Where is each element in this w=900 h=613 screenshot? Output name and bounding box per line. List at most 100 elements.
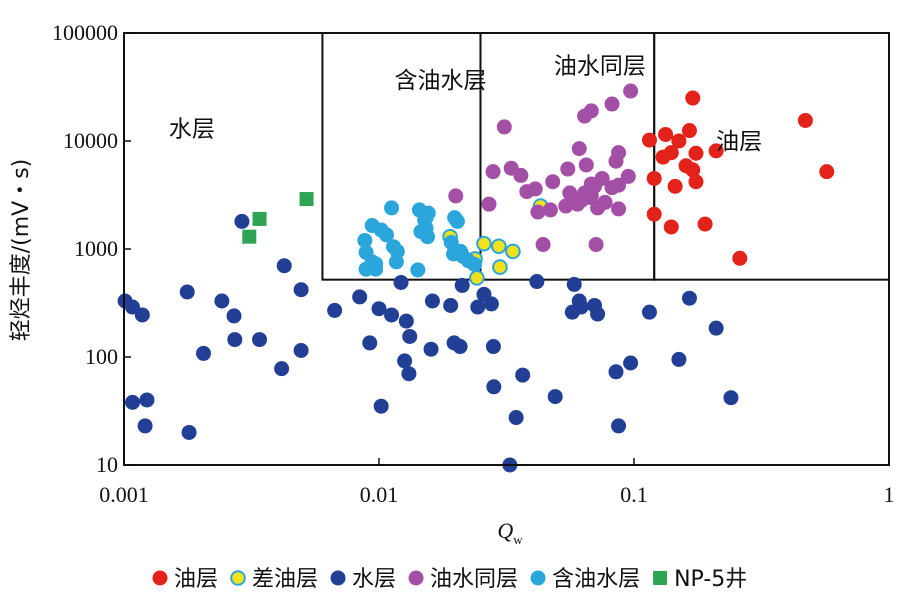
data-point [134, 307, 150, 323]
data-point [681, 123, 697, 139]
legend-marker [653, 571, 668, 585]
data-point [362, 335, 378, 351]
region-label: 油水同层 [554, 54, 646, 80]
data-point [566, 276, 582, 292]
y-tick-label: 10 [96, 452, 118, 477]
data-point [623, 83, 639, 99]
series-1 [641, 90, 835, 266]
data-point [242, 229, 257, 244]
data-point [486, 379, 502, 395]
data-point [797, 112, 813, 128]
data-point [641, 304, 657, 320]
data-point [620, 168, 636, 184]
data-point [483, 296, 499, 312]
data-point [496, 119, 512, 135]
data-point [481, 196, 497, 212]
data-point [378, 227, 394, 243]
data-point [371, 301, 387, 317]
x-tick-label: 0.001 [99, 482, 149, 507]
data-point [368, 261, 384, 277]
y-axis: 10 100 1000 10000 100000 [52, 20, 131, 477]
data-point [443, 234, 459, 250]
data-point [515, 367, 531, 383]
data-point [274, 361, 290, 377]
data-point [423, 341, 439, 357]
data-points [117, 83, 835, 473]
data-point [491, 238, 507, 255]
data-point [139, 392, 155, 408]
data-point [623, 355, 639, 371]
data-point [195, 345, 211, 361]
data-point [681, 290, 697, 306]
data-point [547, 389, 563, 405]
x-axis: 0.001 0.01 0.1 1 [99, 458, 895, 507]
data-point [454, 277, 470, 293]
data-point [214, 293, 230, 309]
data-point [352, 289, 368, 305]
data-point [513, 167, 529, 183]
data-point [276, 258, 292, 274]
data-point [688, 145, 704, 161]
data-point [708, 143, 724, 159]
data-point [492, 259, 508, 275]
data-point [697, 216, 713, 232]
data-point [527, 181, 543, 197]
data-point [402, 328, 418, 344]
data-point [529, 274, 545, 290]
data-point [357, 232, 373, 248]
data-point [545, 174, 561, 190]
data-point [299, 192, 314, 207]
data-point [708, 320, 724, 336]
region-label: 油层 [716, 129, 762, 155]
data-point [373, 398, 389, 414]
data-point [685, 162, 701, 178]
data-point [732, 250, 748, 266]
data-point [535, 237, 551, 253]
region-label: 水层 [169, 117, 215, 143]
y-tick-label: 100 [85, 344, 118, 369]
y-tick-label: 10000 [63, 128, 118, 153]
x-tick-label: 1 [884, 482, 895, 507]
y-tick-label: 1000 [74, 236, 118, 261]
data-point [663, 219, 679, 235]
data-point [401, 366, 417, 382]
legend-label: 差油层 [252, 567, 318, 592]
y-tick-label: 100000 [52, 20, 118, 45]
series-3 [117, 213, 739, 473]
data-point [542, 202, 558, 218]
data-point [590, 200, 606, 216]
legend-label: 油水同层 [430, 567, 518, 592]
data-point [667, 178, 683, 194]
data-point [397, 353, 413, 369]
data-point [420, 229, 436, 245]
data-point [569, 196, 585, 212]
data-point [564, 304, 580, 320]
data-point [685, 90, 701, 106]
data-point [393, 274, 409, 290]
data-point [448, 188, 464, 204]
data-point [384, 200, 400, 216]
data-point [443, 297, 459, 313]
data-point [485, 339, 501, 355]
data-point [671, 133, 687, 149]
data-point [819, 164, 835, 180]
data-point [388, 254, 404, 270]
data-point [641, 132, 657, 148]
data-point [452, 339, 468, 355]
data-point [508, 410, 524, 426]
data-point [293, 282, 309, 298]
data-point [410, 262, 426, 278]
series-6 [242, 192, 314, 244]
data-point [571, 141, 587, 157]
legend-marker [230, 570, 246, 586]
data-point [688, 174, 704, 190]
x-axis-label: Qw [497, 518, 523, 547]
data-point [604, 96, 620, 112]
data-point [137, 418, 153, 434]
data-point [234, 213, 250, 229]
legend: 油层 差油层 水层 油水同层 含油水层 NP-5井 [152, 567, 747, 592]
legend-label: 含油水层 [552, 567, 640, 592]
legend-marker [408, 570, 424, 586]
data-point [611, 177, 627, 193]
